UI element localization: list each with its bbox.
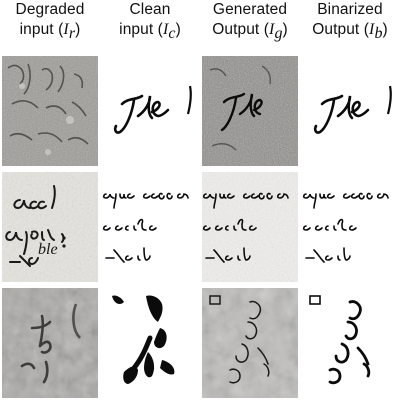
cell-row2-degraded: ble [2, 172, 98, 282]
degraded-handwriting: ble [38, 241, 58, 258]
cell-row3-generated [202, 288, 298, 398]
header-symbol: I [369, 21, 375, 38]
header-subscript: c [168, 25, 176, 43]
cell-row3-clean [102, 288, 198, 398]
header-generated-output: Generated Output (Ig) [200, 0, 300, 56]
header-line1: Binarized [317, 1, 383, 18]
header-binarized-output: Binarized Output (Ib) [300, 0, 400, 56]
header-symbol: I [63, 21, 69, 38]
header-prefix: Output ( [312, 21, 369, 38]
header-line1: Clean [129, 1, 171, 18]
generated-image [202, 288, 298, 398]
header-suffix: ) [75, 21, 81, 38]
header-line2: input (Ir) [0, 20, 100, 44]
degraded-image: ble [2, 172, 98, 282]
cell-row1-generated [202, 56, 298, 166]
cell-row1-binarized [302, 56, 398, 166]
binarized-image [302, 56, 398, 166]
header-symbol: I [162, 21, 169, 38]
header-subscript: g [274, 25, 283, 43]
header-line1: Degraded [15, 1, 85, 18]
header-suffix: ) [282, 21, 288, 38]
cell-row1-degraded [2, 56, 98, 166]
clean-image [102, 56, 198, 166]
cell-row3-binarized [302, 288, 398, 398]
binarized-image [302, 288, 398, 398]
header-suffix: ) [382, 21, 388, 38]
clean-image [102, 172, 198, 282]
cell-row3-degraded [2, 288, 98, 398]
header-prefix: Output ( [212, 21, 269, 38]
header-prefix: input ( [119, 21, 163, 38]
header-clean-input: Clean input (Ic) [100, 0, 200, 56]
cell-row2-clean [102, 172, 198, 282]
header-subscript: r [68, 25, 76, 43]
header-prefix: input ( [19, 21, 64, 38]
cell-row2-binarized [302, 172, 398, 282]
clean-image [102, 288, 198, 398]
header-line1: Generated [212, 1, 288, 18]
header-line2: Output (Ig) [200, 20, 300, 44]
cell-row2-generated [202, 172, 298, 282]
header-subscript: b [374, 25, 383, 43]
header-line2: input (Ic) [100, 20, 200, 44]
degraded-image [2, 56, 98, 166]
generated-image [202, 172, 298, 282]
header-line2: Output (Ib) [300, 20, 400, 44]
binarized-image [302, 172, 398, 282]
header-symbol: I [269, 21, 275, 38]
degraded-image [2, 288, 98, 398]
header-degraded-input: Degraded input (Ir) [0, 0, 100, 56]
generated-image [202, 56, 298, 166]
header-suffix: ) [175, 21, 181, 38]
cell-row1-clean [102, 56, 198, 166]
column-headers: Degraded input (Ir) Clean input (Ic) Gen… [0, 0, 400, 56]
